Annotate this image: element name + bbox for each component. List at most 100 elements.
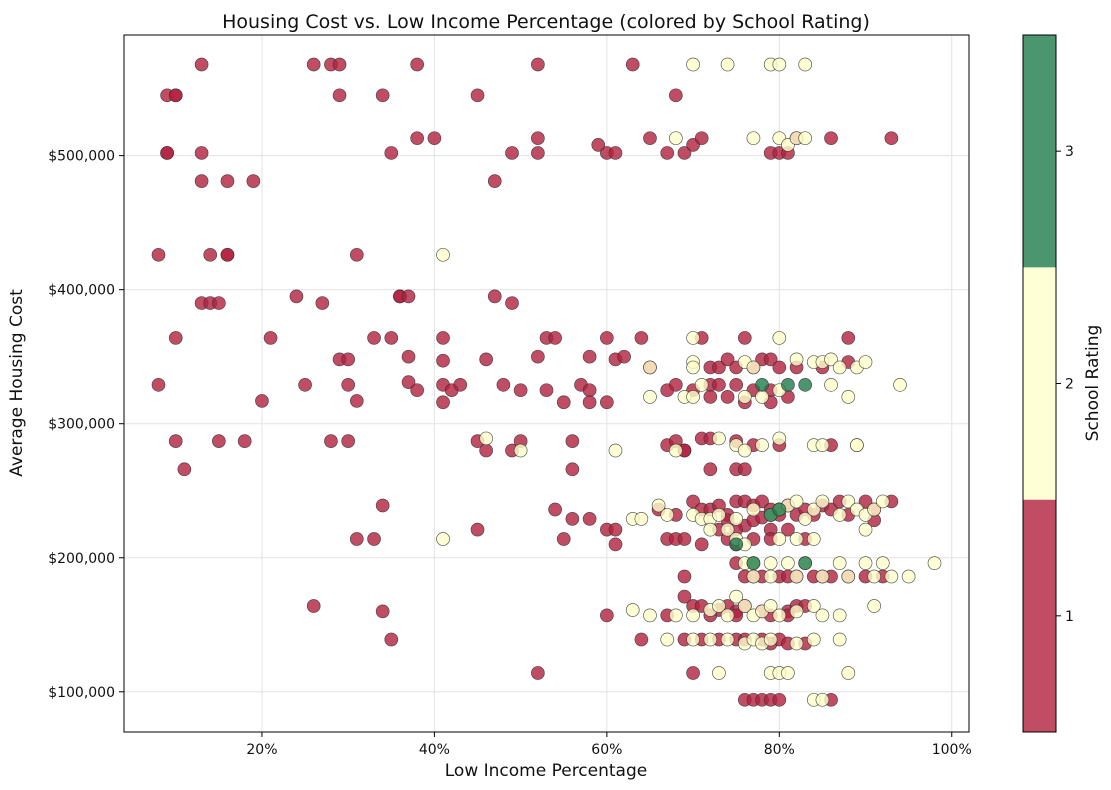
data-point xyxy=(643,131,657,146)
data-point xyxy=(410,131,425,146)
data-point xyxy=(582,512,597,526)
data-point xyxy=(867,569,882,584)
data-point xyxy=(556,532,571,546)
y-tick-label: $200,000 xyxy=(48,551,115,567)
data-point xyxy=(211,296,226,310)
data-point xyxy=(470,522,485,537)
data-point xyxy=(746,360,761,375)
data-point xyxy=(617,349,631,364)
data-point xyxy=(789,569,804,584)
data-point xyxy=(686,331,700,345)
data-point xyxy=(401,349,416,364)
data-point xyxy=(453,377,468,392)
data-point xyxy=(582,395,597,410)
colorbar-segment xyxy=(1023,499,1056,732)
colorbar-tick-label: 3 xyxy=(1065,144,1074,160)
data-point xyxy=(427,131,442,146)
data-point xyxy=(531,146,545,160)
data-point xyxy=(789,636,804,651)
data-point xyxy=(660,146,675,160)
data-point xyxy=(712,666,726,680)
y-tick-label: $400,000 xyxy=(48,283,115,299)
data-point xyxy=(789,494,804,509)
data-point xyxy=(729,589,744,604)
data-point xyxy=(763,599,778,613)
data-point xyxy=(608,537,623,552)
data-point xyxy=(763,569,778,584)
data-point xyxy=(677,589,692,604)
data-point xyxy=(487,289,502,304)
data-point xyxy=(841,390,856,404)
data-point xyxy=(436,331,450,345)
data-point xyxy=(824,377,838,392)
data-point xyxy=(806,632,821,647)
data-point xyxy=(798,131,813,146)
data-point xyxy=(556,395,571,410)
data-point xyxy=(220,247,235,262)
data-point xyxy=(384,632,399,647)
data-point xyxy=(237,434,252,448)
data-point xyxy=(315,296,330,310)
data-point xyxy=(737,599,752,613)
y-tick-label: $500,000 xyxy=(48,149,115,165)
data-point xyxy=(660,508,675,522)
data-point xyxy=(815,569,830,584)
data-point xyxy=(720,352,735,367)
data-point xyxy=(893,377,907,392)
data-point xyxy=(539,383,554,398)
data-point xyxy=(634,512,649,526)
data-point xyxy=(625,57,640,72)
data-point xyxy=(565,434,580,448)
data-point xyxy=(194,174,209,188)
data-point xyxy=(255,394,269,408)
data-point xyxy=(832,556,847,570)
data-point xyxy=(798,57,813,72)
data-point xyxy=(487,174,502,188)
data-point xyxy=(531,349,545,364)
x-tick-label: 40% xyxy=(419,742,450,758)
data-point xyxy=(608,522,623,537)
data-point xyxy=(367,532,381,546)
data-point xyxy=(608,443,623,458)
data-point xyxy=(643,360,657,375)
data-point xyxy=(341,377,356,392)
data-point xyxy=(720,632,735,647)
data-point xyxy=(548,502,562,517)
data-point xyxy=(548,331,562,345)
data-point xyxy=(668,131,683,146)
data-point xyxy=(755,390,769,404)
data-point xyxy=(798,512,813,526)
colorbar-label: School Rating xyxy=(1083,325,1103,442)
data-point xyxy=(677,146,692,160)
y-axis-label: Average Housing Cost xyxy=(7,289,27,477)
colorbar-segment xyxy=(1023,35,1056,268)
data-point xyxy=(841,331,856,345)
data-point xyxy=(289,289,304,304)
data-point xyxy=(513,443,528,458)
data-point xyxy=(720,522,735,537)
data-point xyxy=(737,390,752,404)
data-point xyxy=(203,247,218,262)
data-point xyxy=(806,532,821,546)
data-point xyxy=(341,434,356,448)
data-point xyxy=(772,608,787,623)
data-point xyxy=(367,331,381,345)
data-point xyxy=(686,632,700,647)
x-tick-label: 20% xyxy=(246,742,277,758)
x-axis-ticks: 20% 40% 60% 80% 100% xyxy=(246,732,972,758)
data-point xyxy=(694,377,709,392)
data-point xyxy=(737,462,752,477)
data-point xyxy=(772,502,787,517)
data-point xyxy=(694,537,709,552)
data-point xyxy=(858,522,873,537)
data-point xyxy=(832,632,847,647)
data-point xyxy=(772,360,787,375)
data-point xyxy=(168,88,183,103)
data-point xyxy=(815,608,830,623)
data-point xyxy=(375,604,390,619)
data-point xyxy=(746,502,761,517)
data-point xyxy=(410,383,425,398)
plot-frame xyxy=(123,34,970,733)
data-point xyxy=(677,532,692,546)
data-point xyxy=(600,608,614,623)
